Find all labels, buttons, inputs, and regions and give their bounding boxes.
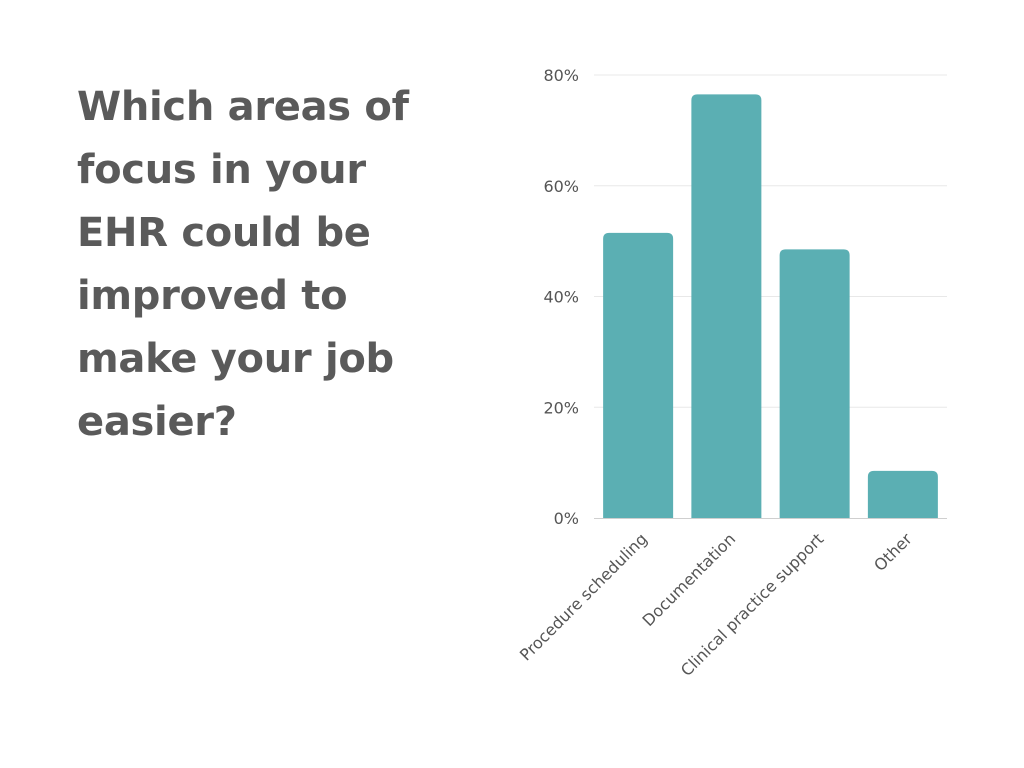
question-line: EHR could be (77, 210, 371, 256)
y-tick-label: 60% (543, 177, 579, 196)
y-tick-label: 40% (543, 288, 579, 307)
question-line: easier? (77, 399, 237, 445)
y-axis-ticks: 0% 20% 40% 60% 80% (543, 66, 579, 528)
question-line: Which areas of (77, 84, 409, 130)
x-tick-label: Clinical practice support (677, 529, 828, 680)
question-line: improved to (77, 273, 348, 319)
x-tick-label: Other (870, 529, 916, 575)
bar (867, 470, 938, 518)
question-line: focus in your (77, 147, 366, 193)
y-tick-label: 0% (554, 509, 579, 528)
x-tick-label: Procedure scheduling (516, 529, 651, 664)
x-axis-ticks: Procedure schedulingDocumentationClinica… (516, 529, 916, 680)
bar (691, 94, 762, 518)
question-title: Which areas of focus in your EHR could b… (77, 76, 457, 454)
question-line: make your job (77, 336, 394, 382)
bar (603, 232, 674, 518)
y-tick-label: 80% (543, 66, 579, 85)
x-tick-label: Documentation (639, 529, 740, 630)
bars (603, 94, 938, 518)
y-tick-label: 20% (543, 398, 579, 417)
bar (779, 249, 850, 518)
